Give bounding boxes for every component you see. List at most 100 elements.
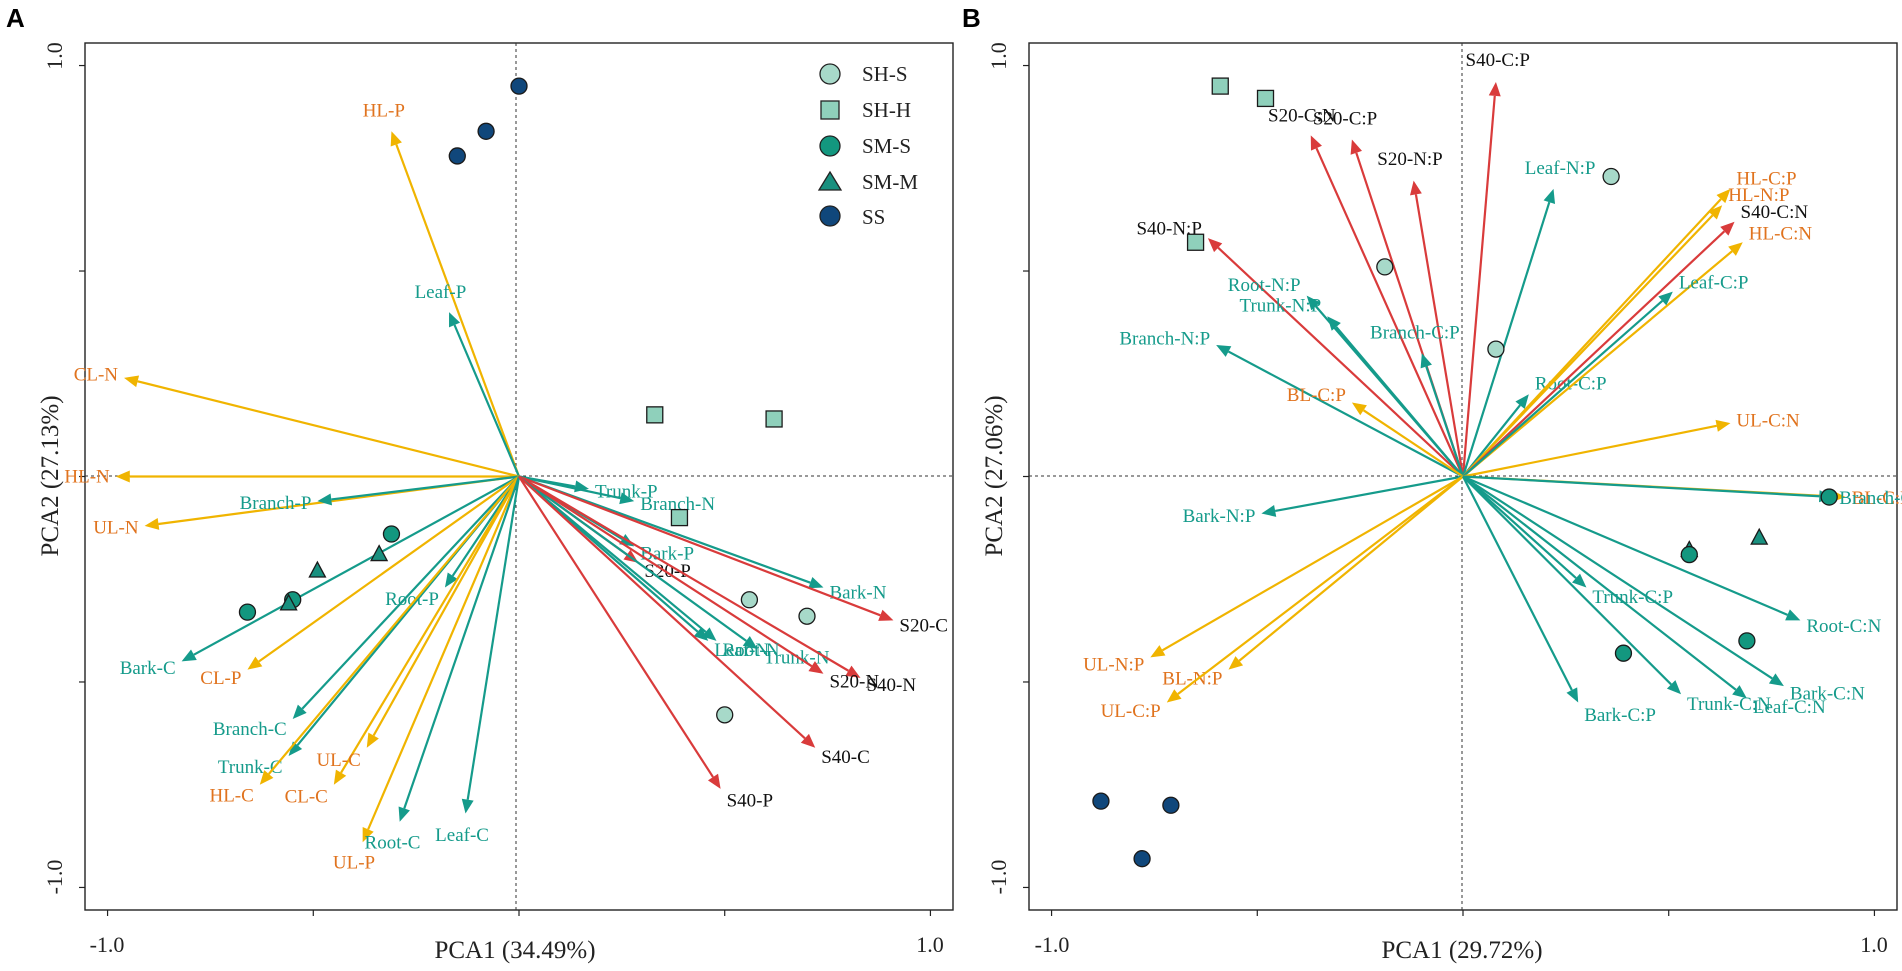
vector-line	[403, 476, 521, 809]
vector-line	[340, 475, 520, 774]
point-sh-s	[1376, 258, 1394, 276]
vector-line	[301, 475, 520, 710]
vector-line	[1238, 475, 1464, 662]
point-sh-s	[716, 706, 734, 724]
vector-arrowhead	[707, 773, 721, 789]
vector-arrowhead	[398, 806, 410, 822]
vector-leaf-n-p: Leaf-N:P	[1461, 158, 1596, 477]
vector-label-bark-n-p: Bark-N:P	[1183, 506, 1256, 527]
vector-label-root-n: Root-N	[722, 640, 779, 661]
point-sm-m	[279, 593, 298, 611]
vector-label-trunk-n: Trunk-N	[764, 647, 830, 668]
vector-leaf-c-p: Leaf-C:P	[1462, 272, 1748, 478]
vector-label-hl-n-p: HL-N:P	[1728, 185, 1789, 206]
vector-label-branch-c: Branch-C	[213, 719, 287, 740]
point-sm-s	[238, 603, 257, 621]
vector-cl-p: CL-P	[200, 475, 520, 689]
vector-label-s40-c-p: S40-C:P	[1466, 50, 1530, 71]
vector-line	[1462, 475, 1577, 579]
vector-label-root-n-p: Root-N:P	[1228, 275, 1301, 296]
vector-hl-n: HL-N	[64, 467, 519, 488]
legend-marker-sh-s	[819, 63, 841, 85]
vector-arrowhead	[1785, 609, 1801, 621]
vector-s40-c: S40-C	[518, 475, 870, 768]
vector-label-leaf-c: Leaf-C	[435, 825, 489, 846]
vector-label-s40-n-p: S40-N:P	[1136, 219, 1201, 240]
vector-line	[1315, 147, 1465, 477]
vector-label-leaf-p: Leaf-P	[415, 282, 467, 303]
vector-arrowhead	[1666, 680, 1682, 695]
vector-line	[331, 475, 520, 501]
vector-arrowhead	[808, 661, 824, 674]
vector-label-bark-c-p: Bark-C:P	[1584, 705, 1656, 726]
vector-line	[1362, 409, 1464, 478]
vector-arrowhead	[1166, 689, 1182, 703]
vector-label-branch-p: Branch-P	[240, 493, 312, 514]
panel-b-xtick-max: 1.0	[1860, 932, 1888, 957]
vector-bark-c-p: Bark-C:P	[1462, 476, 1656, 726]
vector-s40-c-p: S40-C:P	[1461, 50, 1530, 477]
vector-label-bark-p: Bark-P	[640, 544, 694, 565]
vector-label-ul-n-p: UL-N:P	[1083, 654, 1144, 675]
panel-b-points	[1092, 77, 1838, 868]
vector-line	[1461, 95, 1496, 477]
vector-line	[1462, 475, 1672, 686]
vector-line	[1217, 246, 1464, 478]
vector-line	[1462, 475, 1788, 616]
point-sh-s	[1487, 340, 1505, 358]
vector-root-n: Root-N	[518, 475, 780, 661]
vector-arrowhead	[317, 493, 333, 506]
point-sm-s	[1614, 644, 1633, 662]
vector-hl-c-p: HL-C:P	[1462, 169, 1797, 478]
vector-label-ul-p: UL-P	[333, 852, 375, 873]
vector-line	[1335, 326, 1464, 478]
vector-arrowhead	[292, 704, 307, 719]
vector-label-s40-p: S40-P	[727, 791, 773, 812]
panel-b-y-axis-title: PCA2 (27.06%)	[981, 395, 1008, 556]
vector-arrowhead	[1306, 295, 1321, 311]
panel-a-xtick-max: 1.0	[916, 932, 944, 957]
vector-label-s40-n: S40-N	[866, 675, 916, 696]
vector-s20-n: S20-N	[518, 475, 879, 692]
vector-line	[1227, 350, 1464, 478]
vector-label-branch-c-p: Branch-C:P	[1370, 322, 1460, 343]
vector-line	[518, 475, 621, 500]
vector-line	[466, 476, 521, 800]
vector-label-leaf-n: Leaf-N	[714, 640, 769, 661]
point-sm-m	[370, 544, 389, 562]
legend-label-sm-s: SM-S	[862, 134, 911, 158]
vector-label-leaf-n-p: Leaf-N:P	[1525, 158, 1596, 179]
vector-arrowhead	[1543, 188, 1556, 204]
vector-arrowhead	[878, 609, 894, 621]
vector-arrowhead	[259, 770, 274, 785]
point-sh-s	[798, 607, 816, 625]
point-ss	[477, 122, 495, 140]
vector-branch-p: Branch-P	[240, 475, 520, 514]
vector-branch-c: Branch-C	[213, 475, 520, 740]
point-sm-m	[308, 560, 327, 578]
vector-arrowhead	[444, 572, 458, 588]
vector-label-ul-n: UL-N	[93, 518, 139, 539]
panel-a: A -1.0 1.0 1.0 -1.0 PCA1 (34.49%) PCA2 (…	[6, 3, 954, 964]
vector-ul-c-p: UL-C:P	[1101, 475, 1464, 722]
vector-arrowhead	[1715, 419, 1731, 432]
legend-label-sm-m: SM-M	[862, 170, 918, 194]
point-sh-h	[765, 410, 783, 428]
legend-label-sh-h: SH-H	[862, 98, 911, 122]
vector-arrowhead	[1716, 188, 1731, 204]
vector-arrowhead	[1720, 221, 1735, 236]
vector-label-branch-n: Branch-N	[640, 494, 715, 515]
vector-label-s20-n: S20-N	[829, 671, 879, 692]
vector-arrowhead	[845, 665, 861, 678]
vector-ul-n-p: UL-N:P	[1083, 475, 1464, 675]
vector-bark-n-p: Bark-N:P	[1183, 475, 1464, 527]
vector-label-trunk-n-p: Trunk-N:P	[1240, 296, 1322, 317]
vector-line	[453, 324, 521, 477]
vector-s20-n-p: S20-N:P	[1377, 149, 1465, 477]
vector-bark-c: Bark-C	[120, 475, 520, 679]
legend-marker-sm-m	[817, 170, 843, 191]
point-sh-h	[670, 508, 689, 527]
vector-arrowhead	[1572, 573, 1587, 588]
vector-arrowhead	[181, 649, 197, 662]
